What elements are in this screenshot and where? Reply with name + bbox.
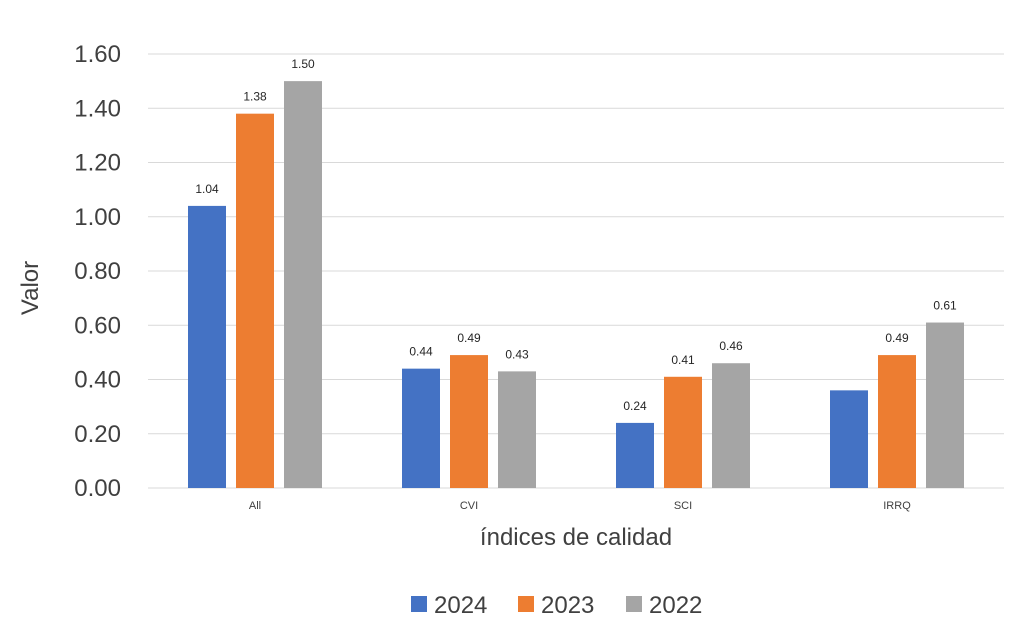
y-tick-label: 0.20 (74, 421, 121, 448)
y-axis-title: Valor (17, 261, 44, 315)
legend-label: 2023 (541, 592, 594, 619)
x-axis-title: índices de calidad (480, 524, 672, 551)
data-label: 1.38 (243, 90, 267, 104)
bar-2024-All (188, 205, 226, 488)
bar-2024-SCI (616, 422, 654, 488)
bar-2022-CVI (498, 371, 536, 488)
bar-2023-CVI (450, 355, 488, 488)
y-tick-label: 1.40 (74, 95, 121, 122)
y-tick-label: 1.00 (74, 204, 121, 231)
data-label: 1.04 (195, 182, 219, 196)
bar-2023-SCI (664, 376, 702, 488)
data-label: 0.41 (671, 353, 695, 367)
x-tick-label: All (249, 500, 261, 512)
bar-2023-All (236, 113, 274, 489)
y-tick-label: 1.20 (74, 150, 121, 177)
y-tick-label: 0.00 (74, 475, 121, 502)
legend-swatch-2024 (411, 596, 427, 612)
bar-2023-IRRQ (878, 355, 916, 488)
legend: 2024 2023 2022 (411, 592, 702, 619)
x-tick-label: CVI (460, 500, 478, 512)
gridlines (148, 53, 1004, 489)
y-tick-label: 0.40 (74, 367, 121, 394)
data-labels: 1.04 1.38 1.50 0.44 0.49 0.43 0.24 0.41 0.46 0.49… (195, 57, 957, 413)
data-label: 0.46 (719, 339, 743, 353)
y-tick-label: 0.60 (74, 312, 121, 339)
data-label: 0.44 (409, 345, 433, 359)
x-tick-label: SCI (674, 500, 692, 512)
y-axis-ticks: 0.00 0.20 0.40 0.60 0.80 1.00 1.20 1.40 1.60 (74, 41, 121, 502)
data-label: 1.50 (291, 57, 315, 71)
bar-2022-IRRQ (926, 322, 964, 488)
legend-swatch-2022 (626, 596, 642, 612)
y-tick-label: 1.60 (74, 41, 121, 68)
data-label: 0.49 (885, 331, 909, 345)
legend-label: 2022 (649, 592, 702, 619)
bar-2022-SCI (712, 363, 750, 488)
x-tick-label: IRRQ (883, 500, 911, 512)
y-tick-label: 0.80 (74, 258, 121, 285)
data-label: 0.24 (623, 399, 647, 413)
data-label: 0.43 (505, 347, 529, 361)
data-label: 0.49 (457, 331, 481, 345)
bar-2022-All (284, 81, 322, 488)
x-axis-categories: All CVI SCI IRRQ (249, 500, 911, 512)
legend-swatch-2023 (518, 596, 534, 612)
bar-2024-IRRQ (830, 390, 868, 488)
legend-label: 2024 (434, 592, 487, 619)
bar-2024-CVI (402, 368, 440, 488)
data-label: 0.61 (933, 299, 957, 313)
bars (188, 81, 964, 489)
